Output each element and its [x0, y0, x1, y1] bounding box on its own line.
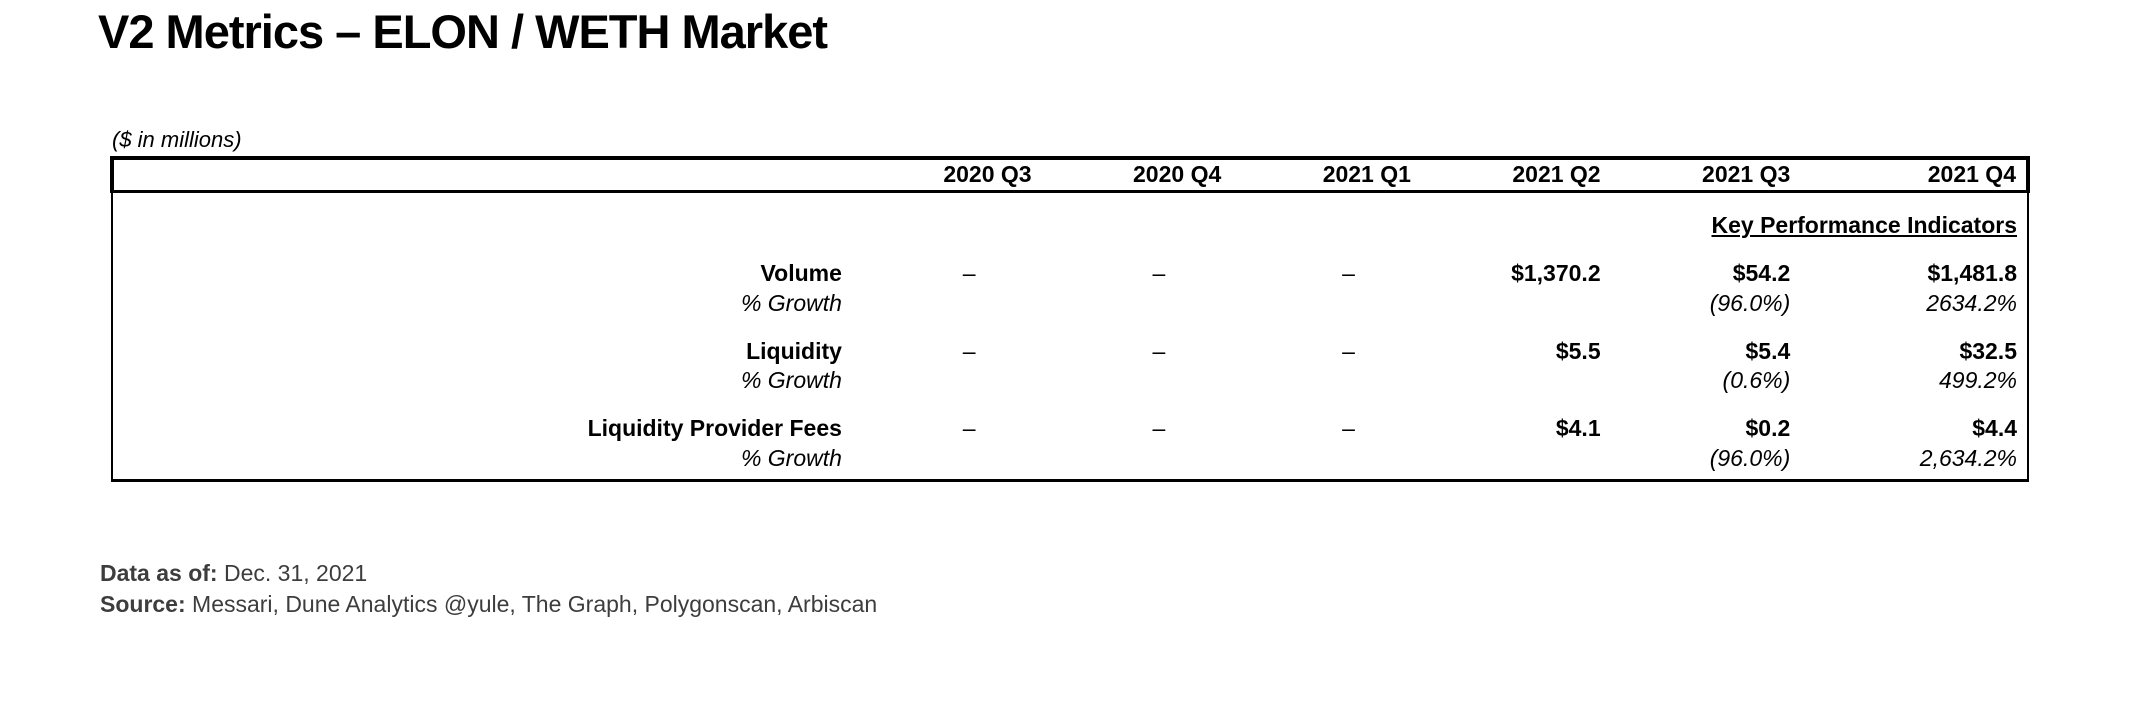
table-cell: $32.5 [1838, 320, 2029, 367]
column-header-2020-q3: 2020 Q3 [889, 155, 1080, 193]
row-label-volume: Volume [111, 242, 890, 289]
table-cell: – [962, 337, 976, 364]
table-cell [1080, 289, 1270, 321]
table-cell: 2,634.2% [1838, 444, 2029, 483]
table-cell [1269, 366, 1459, 398]
table-cell: – [1152, 337, 1166, 364]
section-header-cell: Key Performance Indicators [111, 191, 2029, 243]
table-cell [1080, 366, 1270, 398]
column-header-2021-q1: 2021 Q1 [1269, 155, 1459, 193]
section-header-text: Key Performance Indicators [1711, 211, 2017, 238]
table-cell [1269, 444, 1459, 483]
table-cell [890, 289, 1080, 321]
column-header-2020-q4: 2020 Q4 [1079, 155, 1270, 193]
column-header-2021-q4: 2021 Q4 [1838, 155, 2030, 193]
data-as-of-line: Data as of: Dec. 31, 2021 [100, 558, 877, 589]
table-cell [1458, 444, 1649, 483]
table-cell: $0.2 [1745, 415, 1791, 442]
metric-row-lp-fees: Liquidity Provider Fees – – – $4.1 $0.2 … [111, 398, 2029, 445]
metrics-table-container: 2020 Q3 2020 Q4 2021 Q1 2021 Q2 2021 Q3 … [110, 155, 2030, 483]
table-cell: $5.4 [1745, 337, 1791, 364]
table-cell: – [1342, 415, 1355, 442]
units-note: ($ in millions) [112, 127, 242, 152]
table-cell: $5.5 [1555, 337, 1601, 364]
table-cell [1459, 366, 1649, 398]
source-line: Source: Messari, Dune Analytics @yule, T… [100, 589, 877, 620]
table-cell: $4.1 [1555, 415, 1601, 442]
row-label-lp-fees: Liquidity Provider Fees [111, 398, 890, 445]
row-label-liquidity-growth: % Growth [111, 366, 890, 399]
section-header-row: Key Performance Indicators [111, 191, 2029, 243]
table-cell: $1,370.2 [1511, 259, 1601, 286]
table-cell: $54.2 [1732, 259, 1791, 286]
row-label-liquidity: Liquidity [111, 320, 890, 367]
source-label: Source: [100, 591, 186, 617]
table-cell: $1,481.8 [1838, 242, 2029, 289]
table-cell [1269, 289, 1459, 321]
table-cell: 499.2% [1838, 366, 2029, 399]
row-label-volume-growth: % Growth [111, 288, 890, 321]
table-cell: – [962, 415, 976, 442]
data-as-of-label: Data as of: [100, 560, 218, 586]
table-cell: – [1342, 259, 1355, 286]
source-value: Messari, Dune Analytics @yule, The Graph… [185, 591, 878, 617]
table-cell: – [1152, 259, 1166, 286]
table-cell [890, 366, 1080, 398]
table-cell [1079, 444, 1270, 483]
table-cell: – [1342, 337, 1355, 364]
footnotes: Data as of: Dec. 31, 2021 Source: Messar… [100, 558, 877, 620]
growth-row-volume: % Growth (96.0%) 2634.2% [111, 288, 2029, 321]
growth-row-lp-fees: % Growth (96.0%) 2,634.2% [111, 444, 2029, 483]
column-header-2021-q3: 2021 Q3 [1648, 155, 1839, 193]
table-cell: $4.4 [1838, 398, 2029, 445]
table-header-row: 2020 Q3 2020 Q4 2021 Q1 2021 Q2 2021 Q3 … [110, 155, 2030, 193]
table-cell [889, 444, 1080, 483]
growth-row-liquidity: % Growth (0.6%) 499.2% [111, 366, 2029, 399]
table-cell: – [962, 259, 976, 286]
metric-row-volume: Volume – – – $1,370.2 $54.2 $1,481.8 [111, 242, 2029, 289]
table-cell: 2634.2% [1838, 288, 2029, 321]
page-title: V2 Metrics – ELON / WETH Market [98, 5, 828, 58]
metric-row-liquidity: Liquidity – – – $5.5 $5.4 $32.5 [111, 320, 2029, 367]
row-label-lp-fees-growth: % Growth [111, 444, 890, 483]
column-header-2021-q2: 2021 Q2 [1458, 155, 1649, 193]
table-cell: (96.0%) [1648, 444, 1839, 483]
data-as-of-value: Dec. 31, 2021 [217, 560, 368, 586]
table-cell: (96.0%) [1709, 289, 1791, 316]
header-spacer [110, 155, 890, 193]
table-cell [1459, 289, 1649, 321]
metrics-table: 2020 Q3 2020 Q4 2021 Q1 2021 Q2 2021 Q3 … [110, 155, 2030, 483]
table-cell: (0.6%) [1722, 367, 1791, 394]
table-cell: – [1152, 415, 1166, 442]
